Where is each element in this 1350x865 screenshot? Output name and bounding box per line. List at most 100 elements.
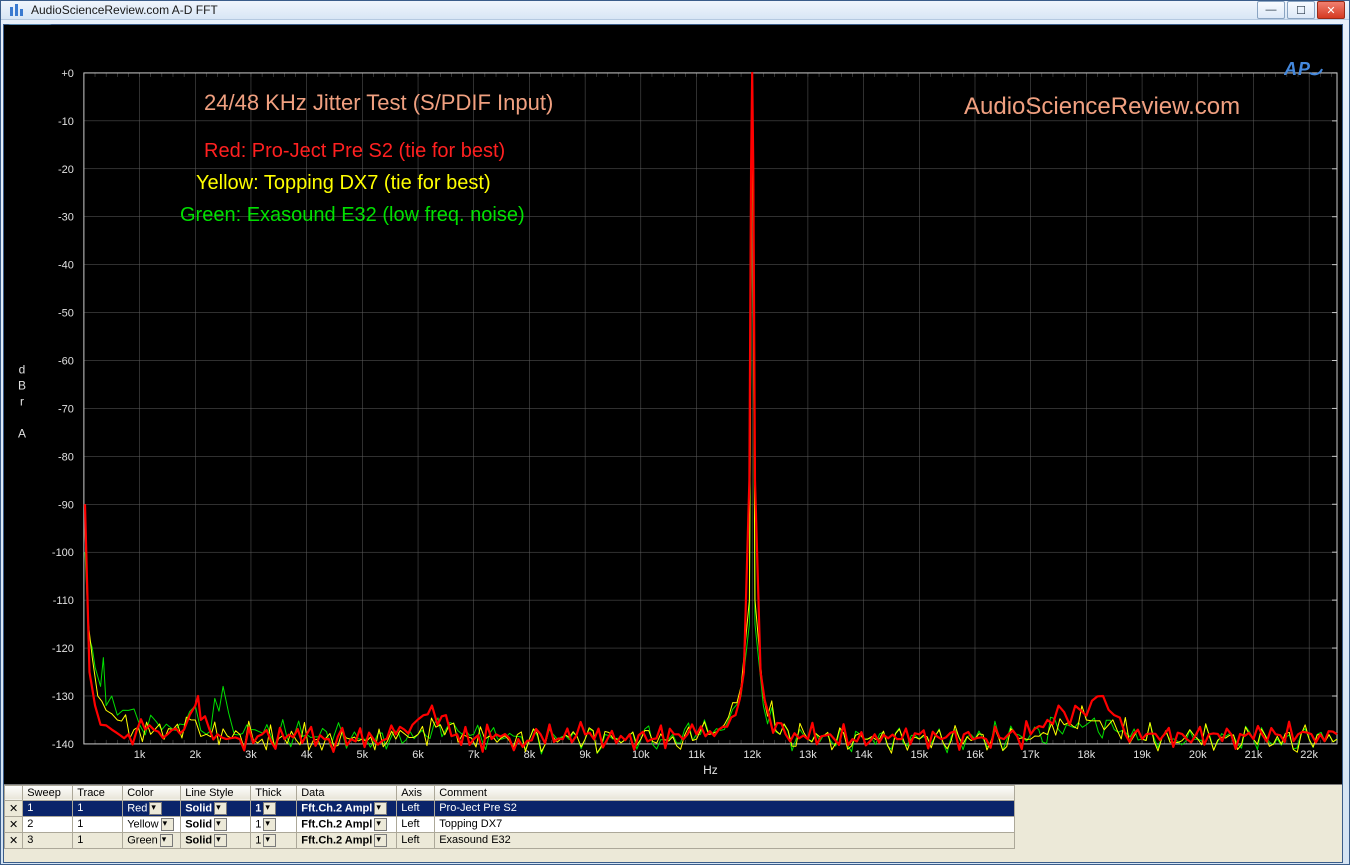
col-header-Thick[interactable]: Thick	[251, 785, 297, 800]
svg-text:14k: 14k	[855, 749, 873, 761]
svg-text:-100: -100	[52, 547, 74, 559]
svg-text:-50: -50	[58, 308, 74, 320]
svg-text:16k: 16k	[966, 749, 984, 761]
svg-text:20k: 20k	[1189, 749, 1207, 761]
svg-text:21k: 21k	[1245, 749, 1263, 761]
cell-axis[interactable]: Left	[397, 832, 435, 848]
cell-color[interactable]: Green	[123, 832, 181, 848]
minimize-button[interactable]: —	[1257, 1, 1285, 19]
svg-text:18k: 18k	[1078, 749, 1096, 761]
svg-text:1k: 1k	[134, 749, 146, 761]
col-header-Data[interactable]: Data	[297, 785, 397, 800]
cell-trace[interactable]: 1	[73, 832, 123, 848]
svg-text:19k: 19k	[1133, 749, 1151, 761]
cell-sweep[interactable]: 1	[23, 800, 73, 816]
svg-text:A: A	[1284, 59, 1297, 79]
cell-thick[interactable]: 1	[251, 832, 297, 848]
app-window: AudioScienceReview.com A-D FFT — ☐ ✕ +0 -…	[0, 0, 1350, 865]
svg-text:4k: 4k	[301, 749, 313, 761]
col-header-Trace[interactable]: Trace	[73, 785, 123, 800]
maximize-button[interactable]: ☐	[1287, 1, 1315, 19]
app-icon	[9, 2, 25, 18]
col-header-Axis[interactable]: Axis	[397, 785, 435, 800]
dropdown-icon[interactable]	[214, 818, 227, 831]
svg-text:A: A	[18, 426, 26, 440]
chart-area: +0-10-20-30-40-50-60-70-80-90-100-110-12…	[4, 25, 1342, 784]
trace-table[interactable]: SweepTraceColorLine StyleThickDataAxisCo…	[4, 785, 1015, 849]
cell-trace[interactable]: 1	[73, 800, 123, 816]
svg-text:9k: 9k	[579, 749, 591, 761]
svg-text:P: P	[1298, 59, 1311, 79]
svg-text:13k: 13k	[799, 749, 817, 761]
svg-text:-130: -130	[52, 691, 74, 703]
cell-comment[interactable]: Pro-Ject Pre S2	[435, 800, 1015, 816]
cell-data[interactable]: Fft.Ch.2 Ampl	[297, 832, 397, 848]
dropdown-icon[interactable]	[263, 802, 276, 815]
svg-text:-80: -80	[58, 451, 74, 463]
chart-annotation-0: 24/48 KHz Jitter Test (S/PDIF Input)	[204, 90, 553, 116]
dropdown-icon[interactable]	[374, 802, 387, 815]
svg-text:6k: 6k	[412, 749, 424, 761]
titlebar[interactable]: AudioScienceReview.com A-D FFT — ☐ ✕	[1, 1, 1349, 20]
svg-text:-30: -30	[58, 212, 74, 224]
dropdown-icon[interactable]	[214, 834, 227, 847]
dropdown-icon[interactable]	[374, 834, 387, 847]
svg-text:12k: 12k	[743, 749, 761, 761]
svg-text:-40: -40	[58, 260, 74, 272]
svg-text:B: B	[18, 378, 26, 392]
svg-text:Hz: Hz	[703, 763, 718, 777]
cell-comment[interactable]: Topping DX7	[435, 816, 1015, 832]
svg-text:22k: 22k	[1300, 749, 1318, 761]
cell-line-style[interactable]: Solid	[181, 832, 251, 848]
col-header-Color[interactable]: Color	[123, 785, 181, 800]
cell-line-style[interactable]: Solid	[181, 816, 251, 832]
svg-text:-140: -140	[52, 739, 74, 751]
svg-text:+0: +0	[61, 68, 74, 80]
dropdown-icon[interactable]	[160, 834, 173, 847]
cell-color[interactable]: Yellow	[123, 816, 181, 832]
cell-data[interactable]: Fft.Ch.2 Ampl	[297, 800, 397, 816]
chart-annotation-2: Red: Pro-Ject Pre S2 (tie for best)	[204, 140, 505, 163]
svg-text:10k: 10k	[632, 749, 650, 761]
cell-axis[interactable]: Left	[397, 816, 435, 832]
svg-text:-90: -90	[58, 499, 74, 511]
fft-chart: +0-10-20-30-40-50-60-70-80-90-100-110-12…	[4, 25, 1342, 784]
dropdown-icon[interactable]	[374, 818, 387, 831]
cell-thick[interactable]: 1	[251, 800, 297, 816]
cell-line-style[interactable]: Solid	[181, 800, 251, 816]
col-header-Sweep[interactable]: Sweep	[23, 785, 73, 800]
col-header-Comment[interactable]: Comment	[435, 785, 1015, 800]
cell-color[interactable]: Red	[123, 800, 181, 816]
svg-text:-60: -60	[58, 355, 74, 367]
col-header-x[interactable]	[5, 785, 23, 800]
svg-text:3k: 3k	[245, 749, 257, 761]
row-visibility-toggle[interactable]: ✕	[5, 816, 23, 832]
cell-sweep[interactable]: 3	[23, 832, 73, 848]
chart-annotation-4: Green: Exasound E32 (low freq. noise)	[180, 204, 525, 227]
cell-data[interactable]: Fft.Ch.2 Ampl	[297, 816, 397, 832]
col-header-Line Style[interactable]: Line Style	[181, 785, 251, 800]
dropdown-icon[interactable]	[149, 802, 162, 815]
svg-text:-70: -70	[58, 403, 74, 415]
chart-annotation-1: AudioScienceReview.com	[964, 93, 1240, 121]
window-title: AudioScienceReview.com A-D FFT	[31, 3, 218, 17]
close-button[interactable]: ✕	[1317, 1, 1345, 19]
cell-comment[interactable]: Exasound E32	[435, 832, 1015, 848]
row-visibility-toggle[interactable]: ✕	[5, 800, 23, 816]
svg-text:5k: 5k	[357, 749, 369, 761]
cell-trace[interactable]: 1	[73, 816, 123, 832]
dropdown-icon[interactable]	[263, 818, 276, 831]
svg-text:d: d	[19, 362, 26, 376]
ap-watermark-icon: A P	[1284, 57, 1324, 86]
dropdown-icon[interactable]	[161, 818, 174, 831]
cell-sweep[interactable]: 2	[23, 816, 73, 832]
cell-axis[interactable]: Left	[397, 800, 435, 816]
svg-text:-10: -10	[58, 116, 74, 128]
trace-table-panel: SweepTraceColorLine StyleThickDataAxisCo…	[4, 784, 1342, 862]
row-visibility-toggle[interactable]: ✕	[5, 832, 23, 848]
dropdown-icon[interactable]	[263, 834, 276, 847]
dropdown-icon[interactable]	[214, 802, 227, 815]
svg-text:-120: -120	[52, 643, 74, 655]
svg-text:-20: -20	[58, 164, 74, 176]
cell-thick[interactable]: 1	[251, 816, 297, 832]
